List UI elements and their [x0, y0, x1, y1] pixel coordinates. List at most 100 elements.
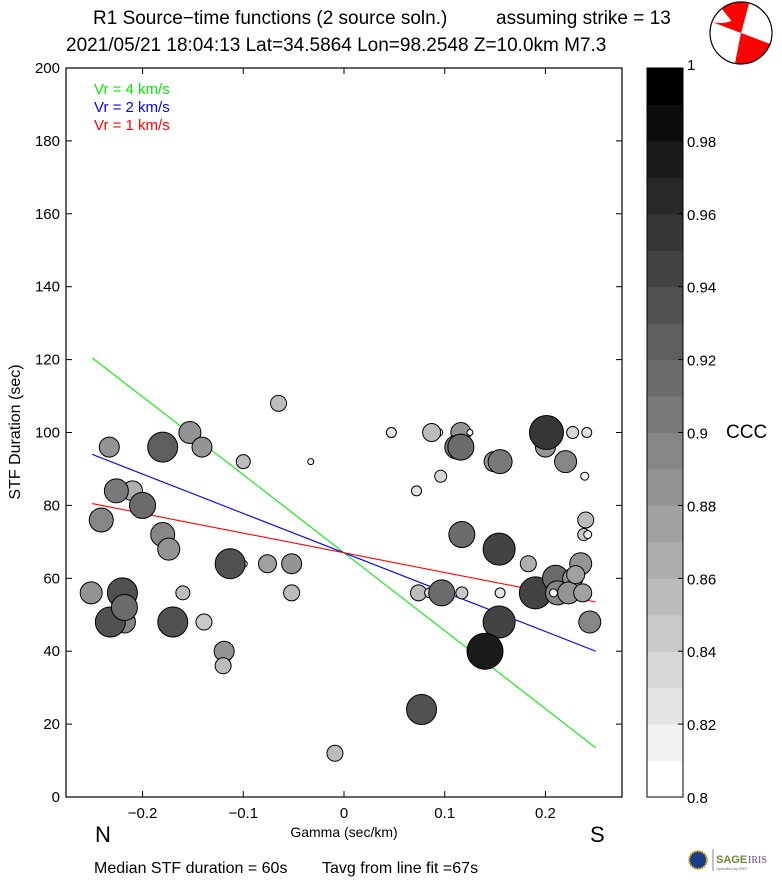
colorbar-tick-label: 0.98 [687, 134, 716, 151]
colorbar-step [647, 177, 683, 215]
legend-vr4: Vr = 4 km/s [94, 81, 170, 98]
data-point [519, 555, 537, 573]
svg-text:IRIS: IRIS [748, 855, 767, 866]
colorbar-tick-label: 0.96 [687, 207, 716, 224]
y-axis-label: STF Duration (sec) [7, 364, 24, 499]
data-point [195, 613, 213, 631]
colorbar-step [647, 651, 683, 689]
data-point [110, 593, 138, 621]
strike-label: assuming strike = 13 [496, 8, 671, 29]
y-tick-label: 120 [35, 352, 60, 369]
y-tick-label: 200 [35, 60, 60, 77]
beachball-icon [709, 1, 773, 65]
colorbar-tick-label: 0.94 [687, 280, 716, 297]
data-point [88, 507, 114, 533]
data-point [326, 744, 344, 762]
colorbar-step [647, 760, 683, 798]
colorbar-step [647, 468, 683, 506]
colorbar-label: CCC [726, 422, 768, 443]
colorbar-step [647, 104, 683, 142]
data-point [448, 521, 476, 549]
data-point [422, 423, 442, 442]
x-tick-label: 0.1 [434, 805, 455, 822]
colorbar-tick-label: 0.82 [687, 717, 716, 734]
colorbar-step [647, 541, 683, 579]
y-tick-label: 40 [43, 643, 60, 660]
north-label: N [95, 822, 111, 847]
data-point [466, 632, 504, 670]
data-point [283, 584, 301, 602]
data-point [554, 450, 578, 474]
data-point [307, 458, 315, 466]
data-point [191, 436, 213, 458]
data-point [428, 579, 456, 607]
south-label: S [590, 822, 605, 847]
y-tick-label: 100 [35, 425, 60, 442]
data-point [566, 426, 580, 439]
colorbar-step [647, 250, 683, 288]
colorbar-step [647, 578, 683, 616]
data-point [79, 581, 103, 605]
colorbar-step [647, 396, 683, 433]
data-point [178, 421, 202, 444]
data-point [466, 429, 474, 436]
data-point [175, 585, 191, 601]
colorbar-step [647, 687, 683, 725]
data-point [385, 427, 397, 438]
x-tick-label: 0 [340, 805, 348, 822]
fit-line [92, 503, 596, 603]
legend-vr2: Vr = 2 km/s [94, 99, 170, 116]
colorbar-tick-label: 0.8 [687, 790, 708, 807]
data-point [482, 532, 516, 566]
colorbar-tick-label: 0.86 [687, 571, 716, 588]
colorbar-step [647, 724, 683, 762]
x-tick-label: −0.2 [128, 805, 158, 822]
colorbar-step [647, 432, 683, 470]
colorbar-step [647, 505, 683, 543]
data-point [577, 511, 595, 529]
tavg-fit: Tavg from line fit =67s [322, 860, 479, 877]
chart-title: R1 Source−time functions (2 source soln.… [93, 8, 448, 29]
y-tick-label: 140 [35, 279, 60, 296]
data-point [566, 565, 586, 585]
data-point [214, 548, 246, 580]
y-tick-label: 0 [52, 789, 60, 806]
colorbar-tick-label: 0.92 [687, 353, 716, 370]
colorbar-step [647, 614, 683, 652]
colorbar-step [647, 140, 683, 178]
y-tick-label: 160 [35, 206, 60, 223]
x-tick-label: −0.1 [228, 805, 258, 822]
data-point [257, 554, 277, 574]
data-point [578, 610, 602, 634]
data-point [573, 583, 593, 603]
data-point [549, 588, 559, 598]
data-point [494, 587, 506, 599]
data-point [98, 436, 120, 458]
svg-text:SAGE: SAGE [716, 854, 747, 866]
x-axis-label: Gamma (sec/km) [290, 824, 397, 840]
data-point [235, 454, 251, 470]
data-point [581, 427, 593, 438]
data-point [270, 394, 288, 412]
colorbar-tick-label: 0.9 [687, 426, 708, 443]
data-point [434, 469, 448, 483]
event-info: 2021/05/21 18:04:13 Lat=34.5864 Lon=98.2… [66, 35, 607, 56]
colorbar-step [647, 213, 683, 251]
data-point [157, 606, 189, 638]
x-tick-label: 0.2 [535, 805, 556, 822]
data-point [103, 478, 129, 504]
colorbar-step [647, 286, 683, 324]
data-point [487, 449, 513, 475]
y-tick-label: 180 [35, 133, 60, 150]
colorbar-tick-label: 0.88 [687, 498, 716, 515]
data-point [455, 586, 469, 600]
colorbar-step [647, 323, 683, 361]
colorbar-tick-label: 1 [687, 57, 695, 74]
colorbar-tick-label: 0.84 [687, 644, 716, 661]
svg-text:Operated by IRIS: Operated by IRIS [716, 866, 747, 871]
legend-vr1: Vr = 1 km/s [94, 117, 170, 134]
data-point [411, 485, 423, 497]
data-point [580, 471, 590, 481]
sage-iris-logo: SAGE IRIS Operated by IRIS [686, 846, 770, 874]
data-point [129, 491, 157, 519]
